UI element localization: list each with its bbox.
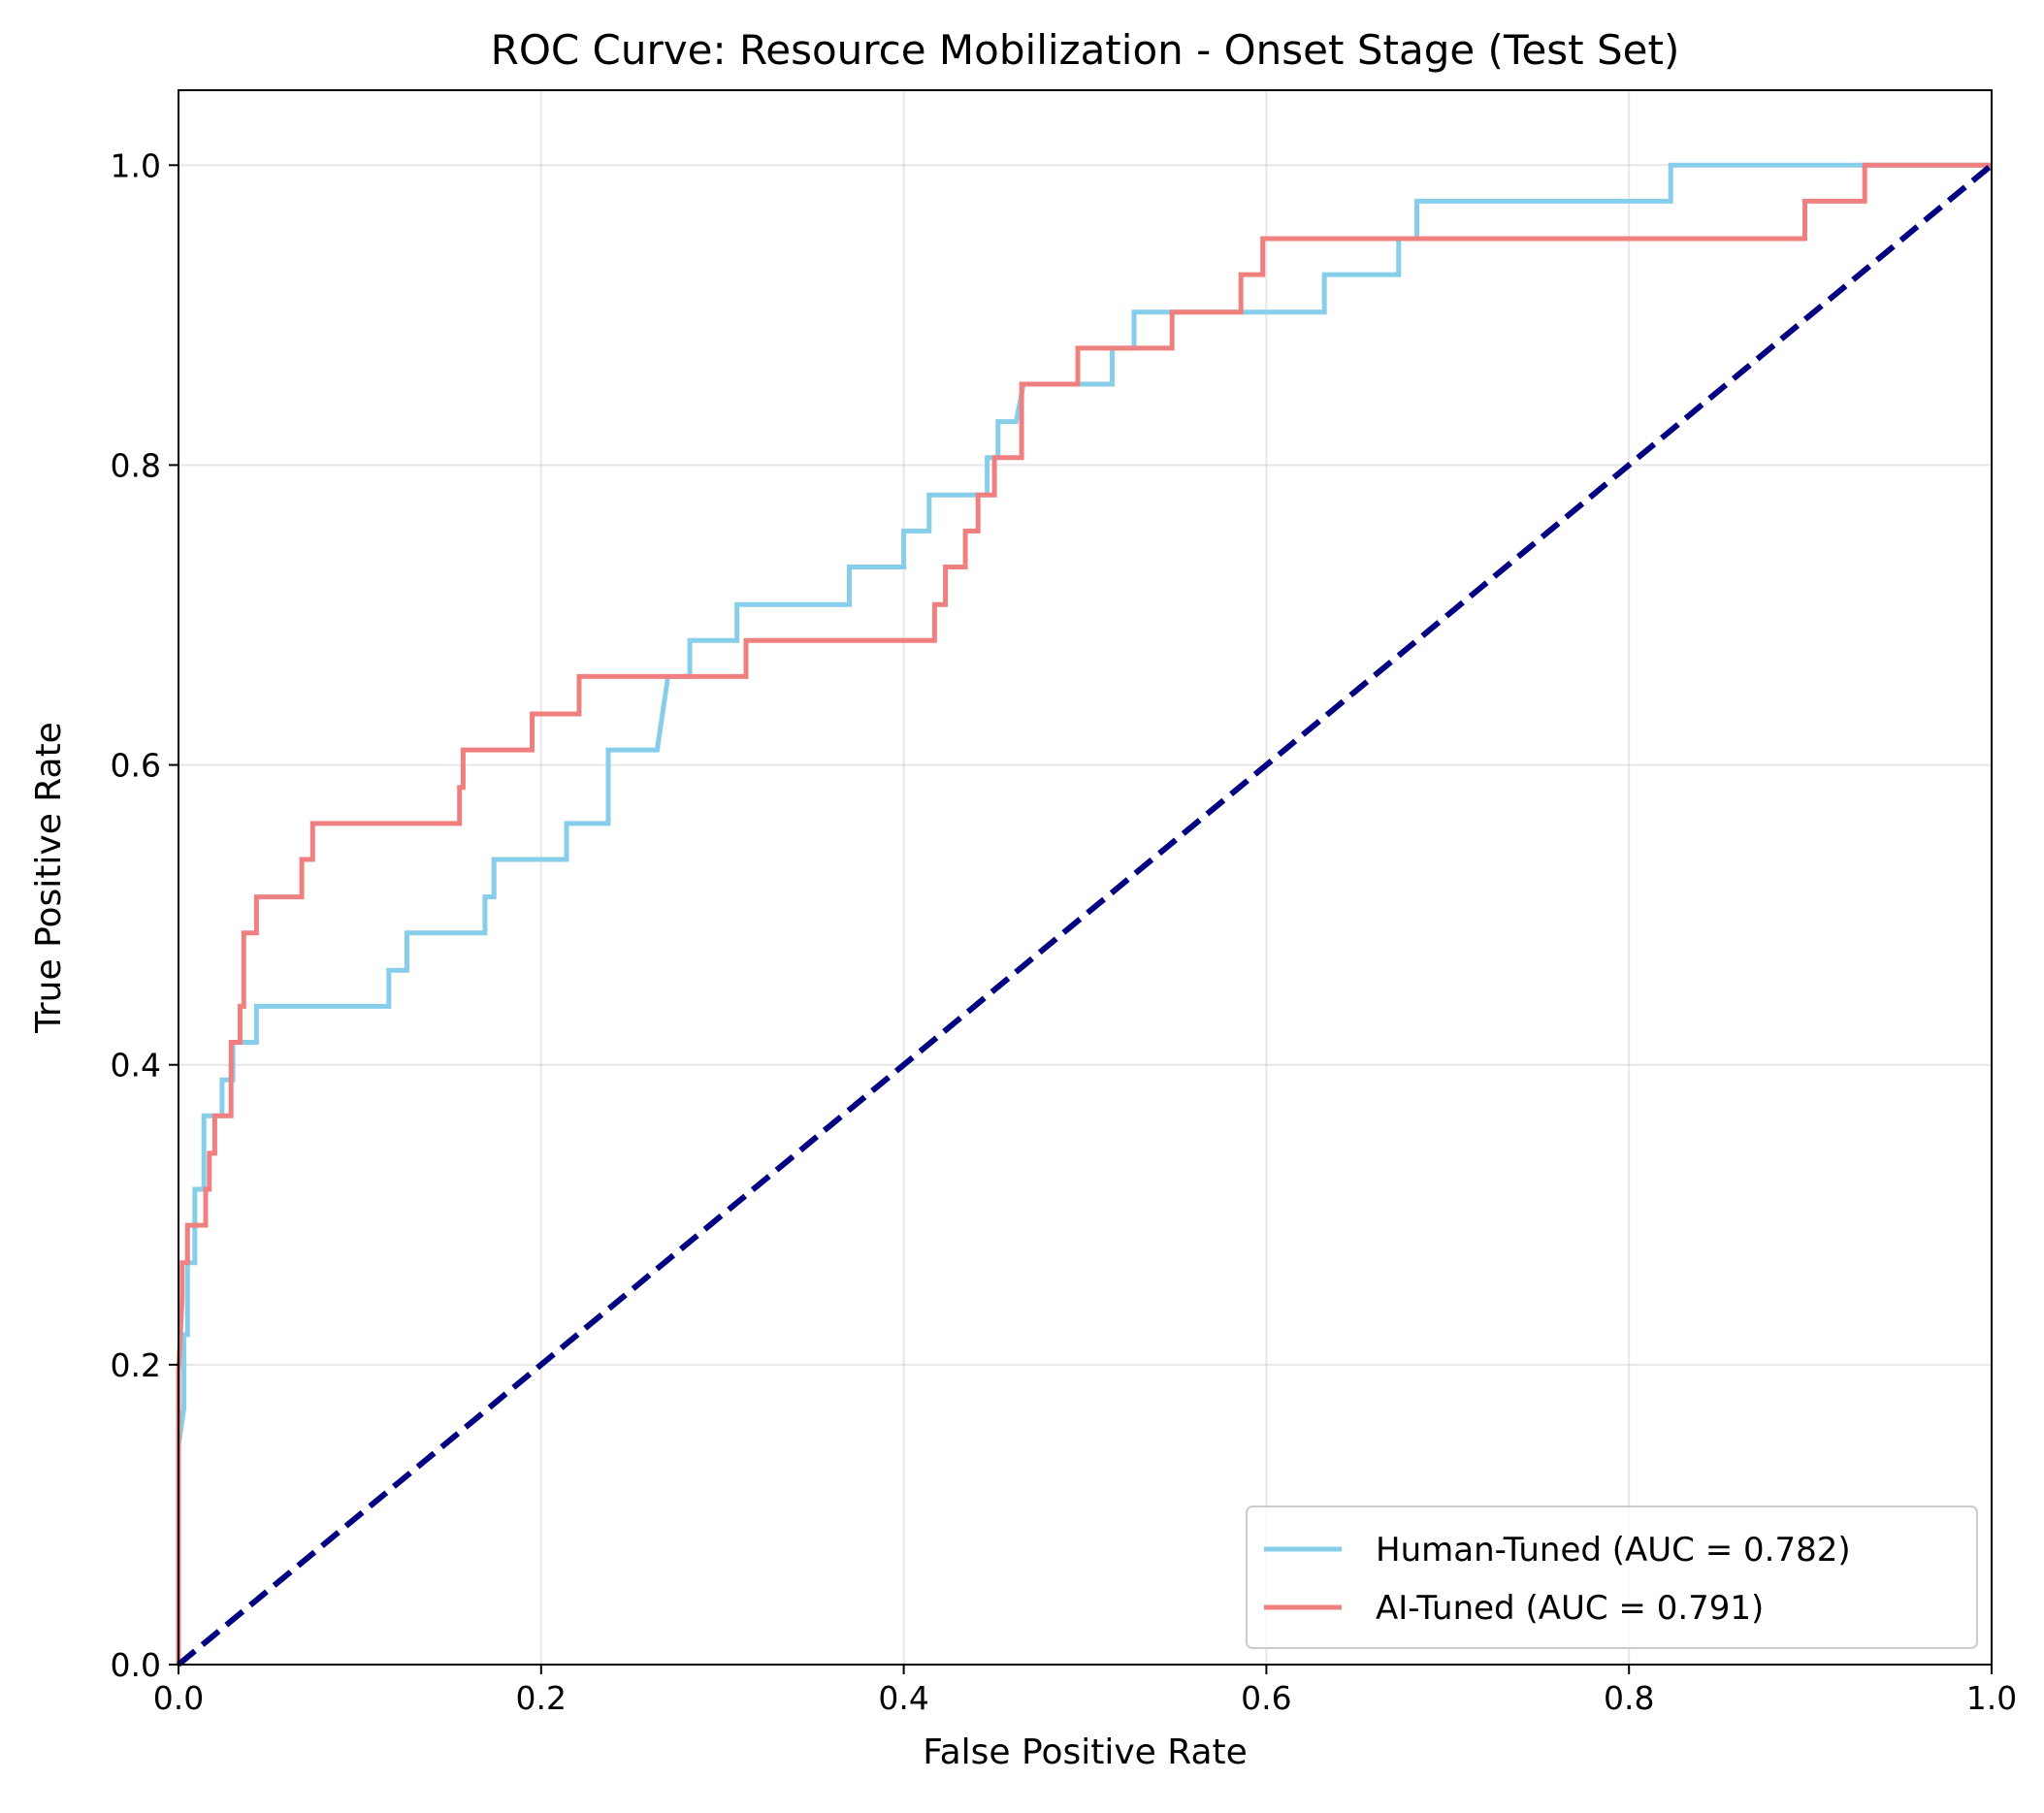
legend-label-human-tuned: Human-Tuned (AUC = 0.782): [1376, 1531, 1851, 1570]
legend: Human-Tuned (AUC = 0.782) AI-Tuned (AUC …: [1246, 1505, 1978, 1649]
y-tick-label: 0.0: [111, 1646, 161, 1684]
plot-frame: [178, 89, 1993, 1666]
y-tick-label: 0.8: [111, 446, 161, 484]
x-tick-label: 0.2: [516, 1679, 567, 1717]
series-line-ai-tuned: [176, 162, 1992, 1665]
tick-layer: 0.0 0.2 0.4 0.6 0.8 1.0 0.0 0.2 0.4 0.6 0.8 1.0: [111, 146, 2018, 1717]
chart-title: ROC Curve: Resource Mobilization - Onset…: [491, 26, 1680, 74]
legend-label-ai-tuned: AI-Tuned (AUC = 0.791): [1376, 1589, 1764, 1628]
y-tick-label: 1.0: [111, 146, 161, 184]
y-tick-label: 0.4: [111, 1047, 161, 1085]
diagonal-reference-line: [177, 162, 1994, 1667]
x-axis-title: False Positive Rate: [923, 1732, 1248, 1772]
series-layer: [176, 162, 1994, 1667]
x-tick-label: 0.6: [1241, 1679, 1291, 1717]
grid-layer: [178, 90, 1993, 1666]
x-tick-label: 0.0: [153, 1679, 204, 1717]
x-tick-label: 1.0: [1966, 1679, 2017, 1717]
legend-box: [1246, 1505, 1978, 1649]
y-tick-label: 0.2: [111, 1346, 161, 1384]
x-tick-label: 0.8: [1604, 1679, 1654, 1717]
y-tick-label: 0.6: [111, 747, 161, 785]
y-axis-title: True Positive Rate: [29, 722, 69, 1034]
x-tick-label: 0.4: [878, 1679, 928, 1717]
